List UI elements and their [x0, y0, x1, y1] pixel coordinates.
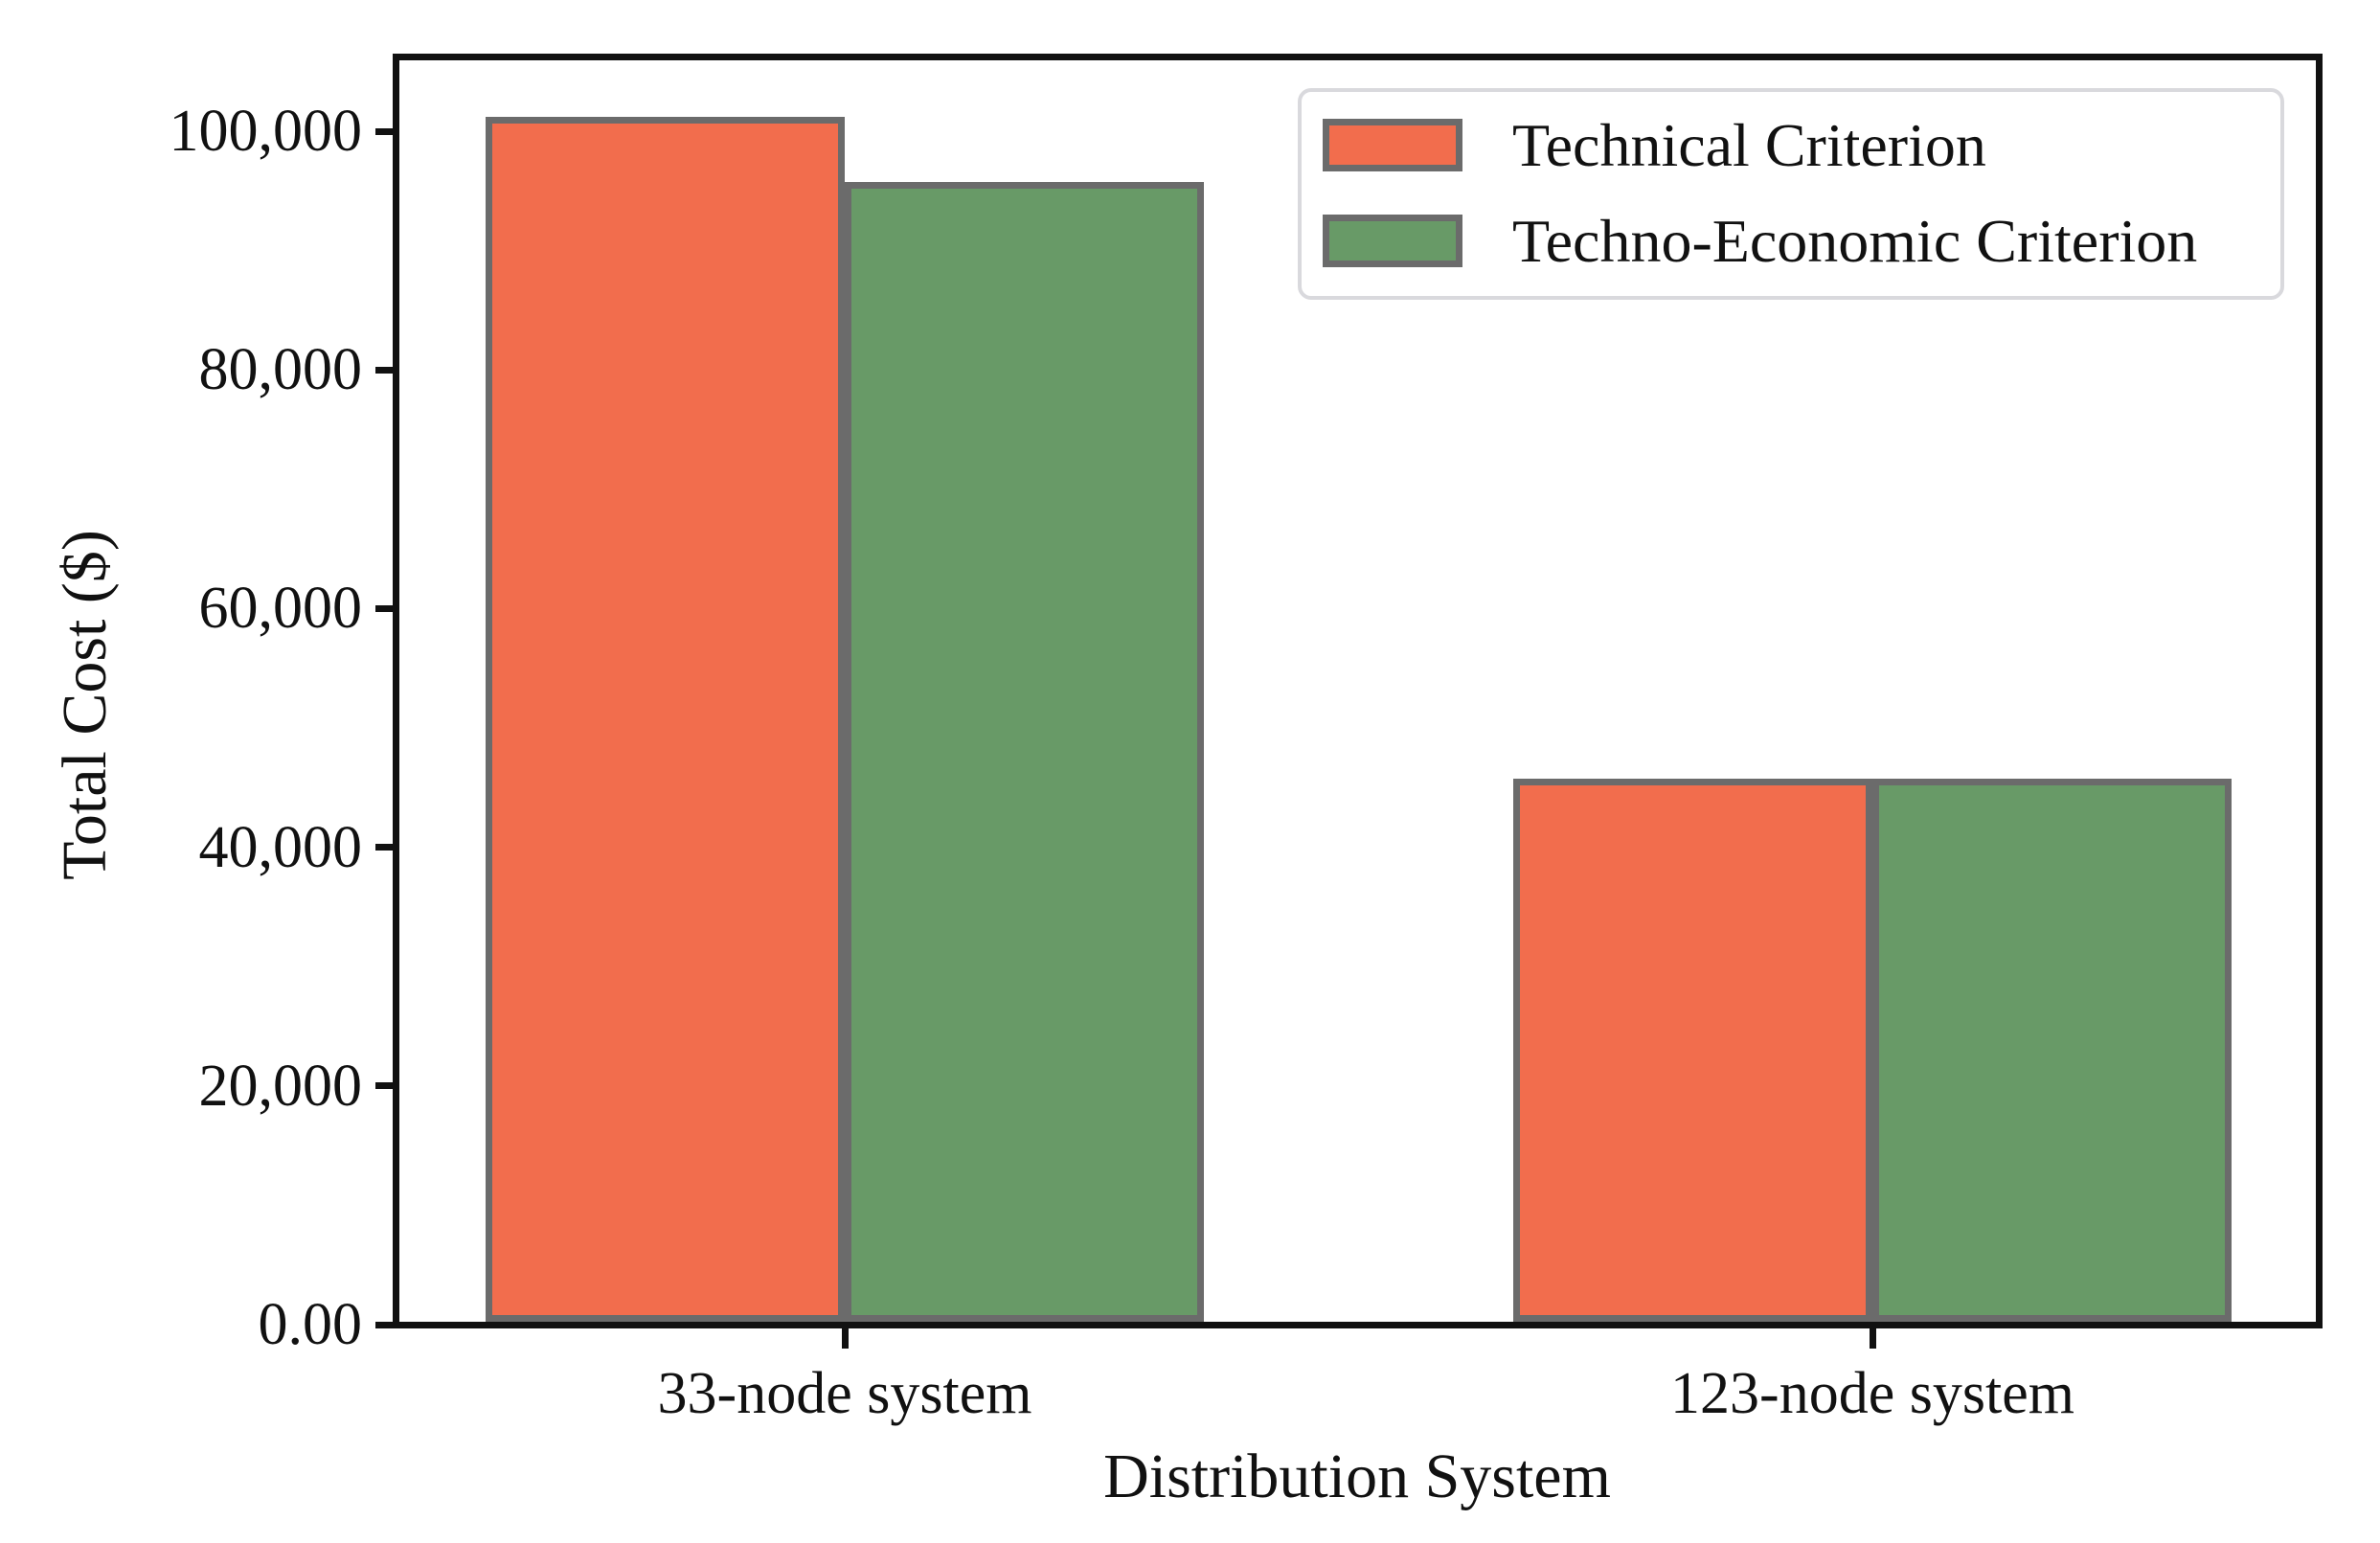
- legend-label-techno-economic: Techno-Economic Criterion: [1512, 206, 2198, 275]
- bar-technical-criterion-33-node-system: [486, 117, 845, 1322]
- plot-canvas: [399, 60, 2316, 1322]
- y-axis-tick: [375, 1082, 396, 1089]
- x-axis-title: Distribution System: [1103, 1441, 1611, 1511]
- y-axis-tick: [375, 605, 396, 612]
- y-axis-tick-label: 60,000: [198, 576, 363, 641]
- legend-swatch-techno-economic: [1323, 215, 1462, 267]
- x-axis-tick: [842, 1328, 849, 1349]
- y-axis-tick-label: 0.00: [258, 1292, 363, 1357]
- y-axis-tick-label: 40,000: [198, 815, 363, 880]
- bar-techno-economic-criterion-33-node-system: [845, 182, 1204, 1322]
- legend-item-techno-economic: Techno-Economic Criterion: [1323, 210, 2197, 271]
- y-axis-tick: [375, 844, 396, 851]
- x-axis-tick: [1870, 1328, 1876, 1349]
- x-axis-tick-label: 33-node system: [657, 1361, 1032, 1426]
- y-axis-tick: [375, 128, 396, 135]
- y-axis-tick-label: 20,000: [198, 1054, 363, 1119]
- legend-item-technical: Technical Criterion: [1323, 114, 1986, 175]
- legend: Technical Criterion Techno-Economic Crit…: [1298, 88, 2284, 300]
- bar-techno-economic-criterion-123-node-system: [1872, 779, 2232, 1322]
- y-axis-tick-label: 80,000: [198, 337, 363, 402]
- bar-technical-criterion-123-node-system: [1513, 779, 1872, 1322]
- legend-label-technical: Technical Criterion: [1512, 110, 1986, 179]
- y-axis-tick: [375, 1322, 396, 1328]
- y-axis-tick-label: 100,000: [169, 99, 363, 164]
- legend-swatch-technical: [1323, 119, 1462, 171]
- y-axis-tick: [375, 367, 396, 374]
- y-axis-title: Total Cost ($): [50, 530, 120, 880]
- x-axis-tick-label: 123-node system: [1670, 1361, 2074, 1426]
- plot-area-border: [393, 54, 2323, 1328]
